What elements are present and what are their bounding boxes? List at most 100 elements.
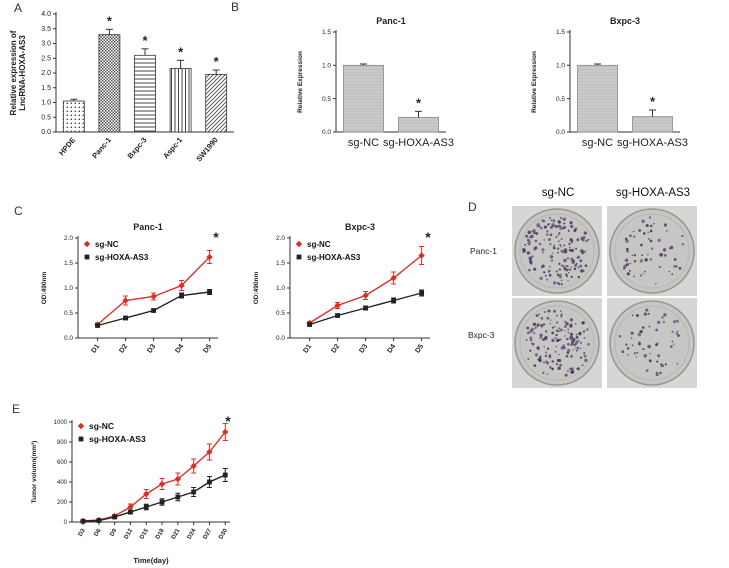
- svg-text:*: *: [214, 54, 220, 69]
- svg-text:200: 200: [57, 500, 68, 506]
- svg-text:1.0: 1.0: [322, 63, 331, 70]
- svg-text:0.5: 0.5: [64, 310, 73, 317]
- svg-text:Relative Expression: Relative Expression: [531, 51, 538, 113]
- svg-text:4.0: 4.0: [41, 11, 51, 18]
- svg-text:400: 400: [57, 480, 68, 486]
- svg-text:sg-NC: sg-NC: [348, 137, 379, 149]
- svg-text:Tumor volumn(mm³): Tumor volumn(mm³): [31, 441, 38, 504]
- svg-text:D24: D24: [187, 527, 198, 540]
- svg-text:1.0: 1.0: [556, 63, 565, 70]
- svg-text:0.0: 0.0: [276, 335, 285, 342]
- panel-c-bxpc3-line-chart: 0.0 0.5 1.0 1.5 2.0 OD:490nm Bxpc-3 D1 D2 D3 D4 D5 s…: [253, 222, 431, 354]
- svg-text:1.5: 1.5: [322, 29, 331, 36]
- svg-text:1.5: 1.5: [64, 260, 73, 267]
- svg-text:D3: D3: [146, 343, 157, 354]
- svg-text:1.0: 1.0: [64, 285, 73, 292]
- svg-text:HPDE: HPDE: [57, 136, 77, 158]
- svg-text:Panc-1: Panc-1: [90, 136, 113, 161]
- colony-dish-panc1-sgnc: [512, 206, 602, 296]
- svg-text:D12: D12: [123, 527, 134, 540]
- svg-text:D30: D30: [218, 527, 229, 540]
- panel-c-label: C: [14, 204, 23, 218]
- svg-text:D4: D4: [386, 343, 397, 354]
- svg-text:sg-HOXA-AS3: sg-HOXA-AS3: [307, 253, 361, 262]
- panel-a-expression-bar-chart: 0.0 0.5 1.0 1.5 2.0 2.5 3.0 3.5 4.0 Relative expr…: [9, 11, 234, 163]
- svg-text:D15: D15: [139, 527, 150, 540]
- svg-text:Time(day): Time(day): [133, 556, 169, 565]
- svg-text:LncRNA-HOXA-AS3: LncRNA-HOXA-AS3: [18, 35, 27, 111]
- panel-d-row-bxpc3-label: Bxpc-3: [468, 330, 495, 340]
- svg-text:0.0: 0.0: [64, 335, 73, 342]
- svg-text:0: 0: [64, 520, 68, 526]
- svg-text:D1: D1: [90, 343, 101, 354]
- svg-text:1.5: 1.5: [556, 29, 565, 36]
- svg-text:sg-HOXA-AS3: sg-HOXA-AS3: [383, 137, 454, 149]
- svg-text:sg-HOXA-AS3: sg-HOXA-AS3: [95, 253, 149, 262]
- panel-e-label: E: [12, 402, 21, 416]
- svg-text:*: *: [142, 33, 148, 48]
- svg-text:Bxpc-3: Bxpc-3: [345, 222, 375, 232]
- svg-text:D18: D18: [155, 527, 166, 540]
- svg-text:0.0: 0.0: [322, 129, 331, 136]
- svg-text:*: *: [178, 44, 184, 59]
- panel-b-panc1-bar-chart: 0.0 0.5 1.0 1.5 Relative Expression Panc-1 sg-…: [297, 16, 454, 149]
- colony-dish-bxpc3-sgnc: [512, 298, 602, 388]
- svg-text:800: 800: [57, 440, 68, 446]
- svg-text:sg-NC: sg-NC: [89, 421, 114, 431]
- svg-text:0.0: 0.0: [556, 129, 565, 136]
- svg-text:*: *: [425, 229, 431, 245]
- svg-text:1.0: 1.0: [41, 100, 51, 107]
- svg-text:D2: D2: [118, 343, 129, 354]
- svg-text:OD:490nm: OD:490nm: [253, 272, 260, 305]
- svg-text:0.5: 0.5: [276, 310, 285, 317]
- svg-text:*: *: [213, 229, 219, 245]
- svg-text:D6: D6: [94, 527, 103, 537]
- svg-text:Aspc-1: Aspc-1: [161, 136, 184, 161]
- svg-text:2.0: 2.0: [64, 235, 73, 242]
- svg-text:D5: D5: [414, 343, 425, 354]
- svg-text:*: *: [650, 94, 656, 109]
- svg-text:3.0: 3.0: [41, 41, 51, 48]
- svg-text:1000: 1000: [54, 420, 68, 426]
- panel-e-tumor-volume-line-chart: 0 200 400 600 800 1000 Tumor volumn(mm³) Time(d…: [31, 413, 231, 565]
- svg-text:Panc-1: Panc-1: [133, 222, 163, 232]
- svg-text:1.0: 1.0: [276, 285, 285, 292]
- svg-text:D3: D3: [78, 527, 87, 537]
- svg-text:600: 600: [57, 460, 68, 466]
- svg-text:sg-NC: sg-NC: [95, 240, 119, 249]
- svg-text:OD:490nm: OD:490nm: [41, 272, 48, 305]
- svg-text:2.5: 2.5: [41, 55, 51, 62]
- svg-text:0.5: 0.5: [556, 96, 565, 103]
- svg-text:D3: D3: [358, 343, 369, 354]
- panel-d-label: D: [468, 200, 477, 214]
- panel-d-row-panc1-label: Panc-1: [470, 246, 497, 256]
- svg-text:2.0: 2.0: [41, 70, 51, 77]
- colony-dish-bxpc3-sghoxa: [607, 298, 697, 388]
- svg-text:Relative Expression: Relative Expression: [297, 51, 304, 113]
- panel-b-bxpc3-bar-chart: 0.0 0.5 1.0 1.5 Relative Expression Bxpc-3 sg-…: [531, 16, 688, 149]
- svg-text:D9: D9: [109, 527, 118, 537]
- panel-d-column-sgnc-header: sg-NC: [541, 187, 575, 199]
- svg-text:1.5: 1.5: [276, 260, 285, 267]
- svg-text:D5: D5: [202, 343, 213, 354]
- panel-a-label: A: [14, 1, 23, 15]
- svg-text:D21: D21: [171, 527, 182, 540]
- panel-d-column-sghoxa-header: sg-HOXA-AS3: [615, 187, 691, 199]
- svg-text:0.0: 0.0: [41, 129, 51, 136]
- svg-text:0.5: 0.5: [41, 114, 51, 121]
- svg-text:1.5: 1.5: [41, 85, 51, 92]
- svg-text:*: *: [107, 13, 113, 28]
- svg-text:D2: D2: [330, 343, 341, 354]
- svg-text:*: *: [225, 413, 231, 429]
- svg-text:sg-NC: sg-NC: [307, 240, 331, 249]
- svg-text:D1: D1: [302, 343, 313, 354]
- svg-text:3.5: 3.5: [41, 26, 51, 33]
- svg-text:*: *: [416, 95, 422, 110]
- panel-c-panc1-line-chart: 0.0 0.5 1.0 1.5 2.0 OD:490nm Panc-1 D1 D2 D3 D4 D5 s…: [41, 222, 219, 354]
- svg-text:sg-HOXA-AS3: sg-HOXA-AS3: [89, 434, 146, 444]
- svg-text:Relative expression of: Relative expression of: [9, 30, 18, 115]
- svg-text:2.0: 2.0: [276, 235, 285, 242]
- svg-text:sg-HOXA-AS3: sg-HOXA-AS3: [617, 137, 688, 149]
- panel-b-label: B: [231, 0, 240, 14]
- svg-text:D4: D4: [174, 343, 185, 354]
